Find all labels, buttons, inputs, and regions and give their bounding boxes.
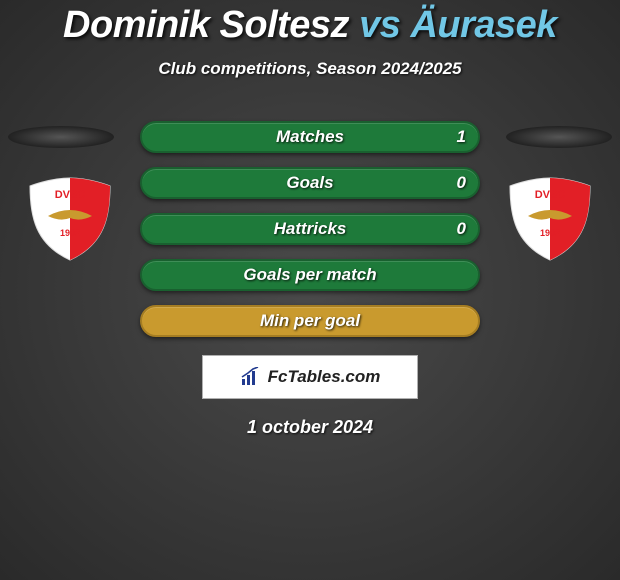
stat-bar-matches: Matches 1	[140, 121, 480, 153]
stat-right-value: 1	[457, 127, 466, 147]
stat-label: Matches	[276, 127, 344, 147]
footer-date: 1 october 2024	[0, 417, 620, 438]
stat-bar-goals-per-match: Goals per match	[140, 259, 480, 291]
club-year-text: 1902	[60, 228, 80, 238]
player2-name: Äurasek	[410, 4, 556, 46]
club-name-text: DVSC	[55, 189, 86, 201]
brand-text: FcTables.com	[268, 367, 381, 387]
player1-name: Dominik Soltesz	[63, 4, 349, 46]
club-badge-left: DVSC 1902	[20, 176, 120, 262]
brand-chart-icon	[240, 367, 262, 387]
shield-icon: DVSC 1902	[20, 176, 120, 262]
stat-label: Min per goal	[260, 311, 360, 331]
page-title: Dominik Soltesz vs Äurasek	[0, 0, 620, 47]
player1-shadow-ellipse	[8, 126, 114, 148]
club-name-text: DVSC	[535, 189, 566, 201]
player2-shadow-ellipse	[506, 126, 612, 148]
club-badge-right: DVSC 1902	[500, 176, 600, 262]
stat-bar-min-per-goal: Min per goal	[140, 305, 480, 337]
brand-box: FcTables.com	[202, 355, 418, 399]
stat-label: Goals per match	[243, 265, 376, 285]
vs-text: vs	[359, 4, 400, 46]
subtitle: Club competitions, Season 2024/2025	[0, 59, 620, 79]
stat-right-value: 0	[457, 219, 466, 239]
stat-label: Hattricks	[274, 219, 347, 239]
stat-right-value: 0	[457, 173, 466, 193]
shield-icon: DVSC 1902	[500, 176, 600, 262]
stat-bar-goals: Goals 0	[140, 167, 480, 199]
stat-bar-hattricks: Hattricks 0	[140, 213, 480, 245]
stat-label: Goals	[286, 173, 333, 193]
club-year-text: 1902	[540, 228, 560, 238]
